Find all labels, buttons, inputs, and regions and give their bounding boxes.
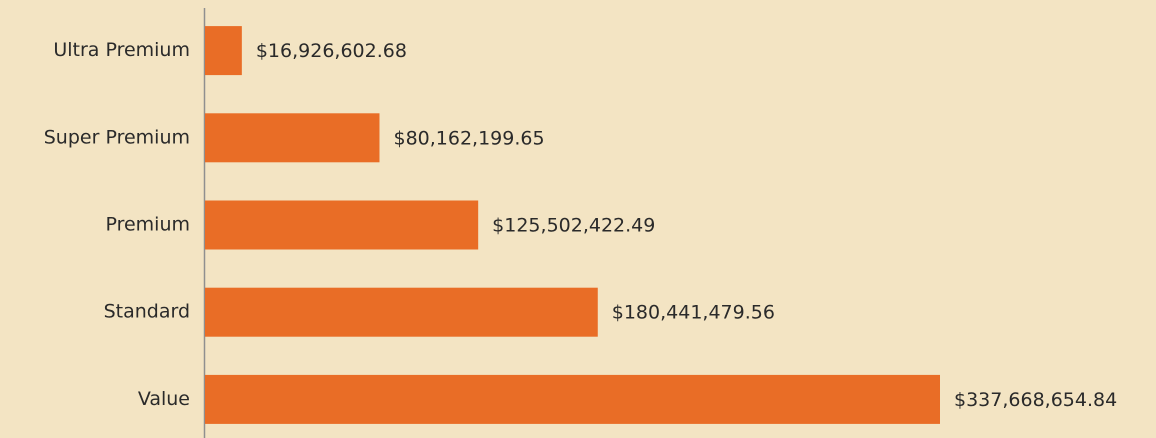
bar [205,113,380,163]
category-label: Ultra Premium [53,39,190,61]
bar [205,200,479,250]
bar [205,287,598,337]
value-label: $80,162,199.65 [393,127,544,149]
category-label: Value [138,388,190,410]
value-label: $180,441,479.56 [612,302,775,324]
category-label: Standard [104,301,190,323]
category-label: Super Premium [44,126,190,148]
value-label: $125,502,422.49 [492,215,655,237]
bar [205,26,242,76]
category-label: Premium [105,214,190,236]
value-label: $16,926,602.68 [256,40,407,62]
bar [205,374,940,424]
value-label: $337,668,654.84 [954,389,1117,411]
